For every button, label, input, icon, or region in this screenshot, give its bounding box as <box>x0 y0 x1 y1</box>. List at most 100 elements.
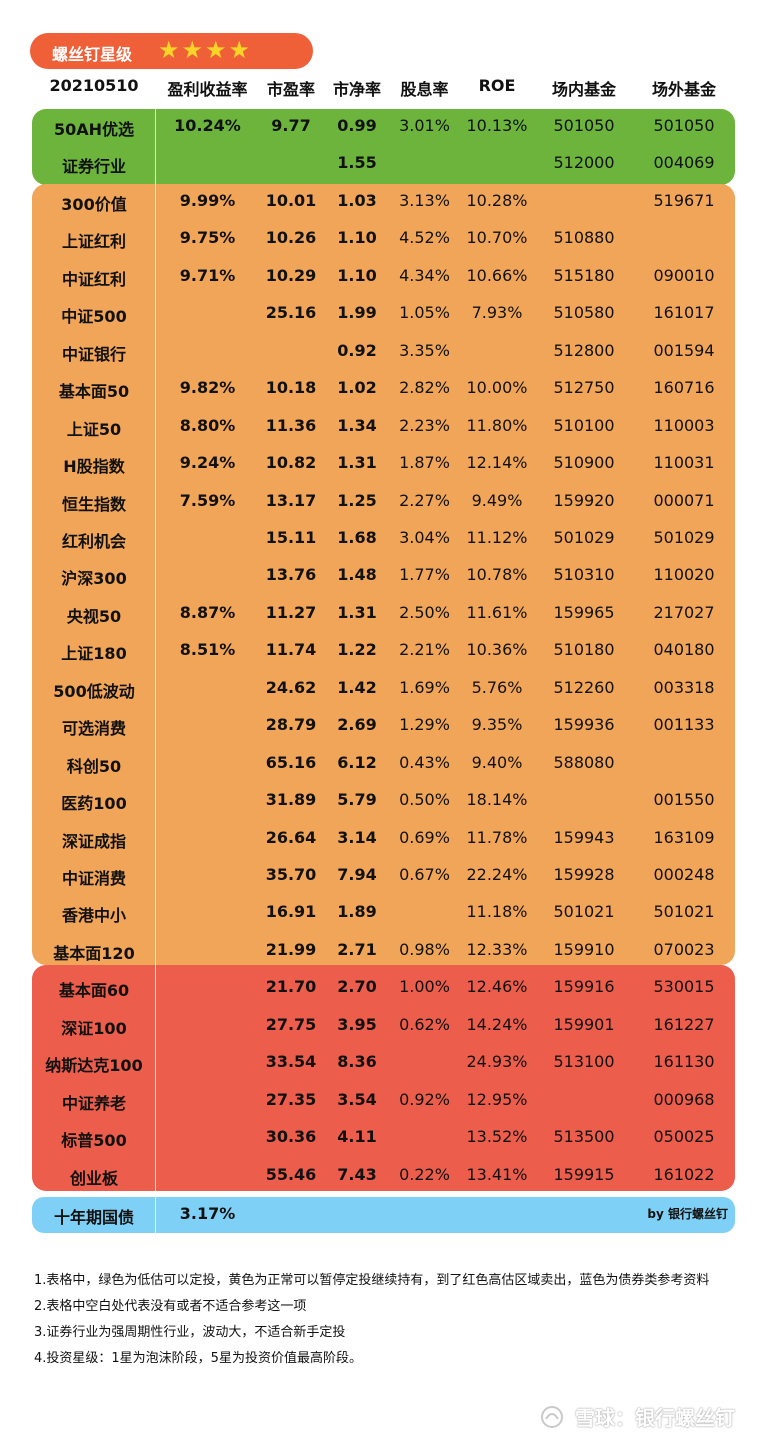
dividend-yield: 1.87% <box>399 453 450 473</box>
table-row: 深证成指 26.64 3.14 0.69% 11.78% 159943 163109 <box>0 821 778 857</box>
dividend-yield: 3.13% <box>399 190 450 210</box>
dividend-yield: 0.67% <box>399 865 450 884</box>
pb-ratio: 2.69 <box>337 715 377 735</box>
dividend-yield: 1.77% <box>399 565 450 585</box>
roe: 10.28% <box>466 190 528 210</box>
table-row: 上证50 8.80% 11.36 1.34 2.23% 11.80% 510100 11000… <box>0 409 778 445</box>
offsite-fund-code: 110020 <box>653 565 715 585</box>
index-name: 上证180 <box>61 644 127 664</box>
table-row: 基本面120 21.99 2.71 0.98% 12.33% 159910 070023 <box>0 933 778 969</box>
index-name: 中证消费 <box>61 869 126 888</box>
roe: 11.80% <box>466 415 528 435</box>
table-row: 基本面60 21.70 2.70 1.00% 12.46% 159916 530015 <box>0 970 778 1006</box>
dividend-yield: 0.98% <box>399 939 450 959</box>
index-name: 上证红利 <box>61 232 126 252</box>
roe: 9.35% <box>471 715 523 735</box>
roe: 14.24% <box>466 1014 528 1034</box>
index-name: 纳斯达克100 <box>45 1056 143 1076</box>
table-row: 上证红利 9.75% 10.26 1.10 4.52% 10.70% 510880 <box>0 221 778 257</box>
pe-ratio: 55.46 <box>265 1164 317 1184</box>
dividend-yield: 2.27% <box>399 490 450 510</box>
pe-ratio: 10.26 <box>265 228 317 248</box>
header-dividend: 股息率 <box>400 80 449 99</box>
onsite-fund-code: 512260 <box>553 677 615 697</box>
onsite-fund-code: 510900 <box>553 453 615 473</box>
dividend-yield: 2.82% <box>399 378 450 398</box>
offsite-fund-code: 001133 <box>653 715 715 735</box>
roe: 18.14% <box>466 790 528 810</box>
pb-ratio: 1.48 <box>337 565 377 585</box>
pb-ratio: 1.10 <box>337 228 377 248</box>
roe: 10.36% <box>466 640 528 660</box>
pe-ratio: 9.77 <box>271 116 311 135</box>
earnings-yield: 8.87% <box>179 602 236 622</box>
pe-ratio: 33.54 <box>265 1052 317 1072</box>
earnings-yield: 7.59% <box>179 490 236 510</box>
offsite-fund-code: 050025 <box>653 1127 715 1147</box>
pb-ratio: 1.55 <box>337 153 377 173</box>
note-3: 3.证券行业为强周期性行业，波动大，不适合新手定投 <box>34 1325 346 1340</box>
onsite-fund-code: 510100 <box>553 415 615 435</box>
index-name: 基本面50 <box>58 382 130 402</box>
pe-ratio: 21.70 <box>265 977 317 997</box>
table-row: 证券行业 1.55 512000 004069 <box>0 146 778 182</box>
roe: 10.70% <box>466 228 528 248</box>
index-name: 基本面60 <box>58 981 130 1001</box>
dividend-yield: 4.34% <box>399 265 450 285</box>
earnings-yield: 9.75% <box>179 228 236 248</box>
pb-ratio: 0.92 <box>337 340 377 360</box>
pb-ratio: 6.12 <box>337 752 377 772</box>
table-row: 50AH优选 10.24% 9.77 0.99 3.01% 10.13% 501050 501… <box>0 109 778 145</box>
index-name: 50AH优选 <box>53 120 135 139</box>
roe: 9.40% <box>471 752 523 772</box>
offsite-fund-code: 163109 <box>653 827 715 847</box>
dividend-yield: 2.21% <box>399 640 450 660</box>
index-name: 300价值 <box>61 194 127 214</box>
dividend-yield: 0.22% <box>399 1164 450 1184</box>
offsite-fund-code: 161022 <box>653 1164 715 1184</box>
dividend-yield: 0.62% <box>399 1014 450 1034</box>
onsite-fund-code: 501021 <box>553 902 615 922</box>
snowball-logo-icon <box>540 1405 564 1434</box>
offsite-fund-code: 000968 <box>653 1089 715 1109</box>
offsite-fund-code: 501050 <box>653 116 715 135</box>
onsite-fund-code: 588080 <box>553 752 615 772</box>
table-row: 基本面50 9.82% 10.18 1.02 2.82% 10.00% 512750 1607… <box>0 371 778 407</box>
band-overvalued <box>32 965 735 1191</box>
offsite-fund-code: 003318 <box>653 677 715 697</box>
offsite-fund-code: 160716 <box>653 378 715 398</box>
index-name: 香港中小 <box>61 906 126 926</box>
index-name: 央视50 <box>66 606 122 626</box>
roe: 22.24% <box>466 865 528 884</box>
star-icons: ★★★★ <box>158 36 253 64</box>
earnings-yield: 9.99% <box>179 190 236 210</box>
bond-yield: 3.17% <box>179 1204 236 1223</box>
dividend-yield: 0.43% <box>399 752 450 772</box>
pb-ratio: 1.02 <box>337 378 377 398</box>
index-name: 500低波动 <box>53 681 135 701</box>
header-date: 20210510 <box>49 76 139 95</box>
index-name: 基本面120 <box>53 943 135 963</box>
roe: 24.93% <box>466 1052 528 1072</box>
roe: 11.12% <box>466 527 528 547</box>
bond-name: 十年期国债 <box>53 1208 134 1227</box>
pe-ratio: 27.75 <box>265 1014 317 1034</box>
index-name: 红利机会 <box>61 531 126 551</box>
table-row: 央视50 8.87% 11.27 1.31 2.50% 11.61% 159965 21702… <box>0 596 778 632</box>
byline: by 银行螺丝钉 <box>647 1207 728 1221</box>
pb-ratio: 7.94 <box>337 865 377 884</box>
header-offsite: 场外基金 <box>651 80 716 99</box>
offsite-fund-code: 110003 <box>653 415 715 435</box>
dividend-yield: 0.92% <box>399 1089 450 1109</box>
index-name: 可选消费 <box>61 719 126 739</box>
pe-ratio: 10.01 <box>265 190 317 210</box>
onsite-fund-code: 501050 <box>553 116 615 135</box>
pe-ratio: 65.16 <box>265 752 317 772</box>
offsite-fund-code: 110031 <box>653 453 715 473</box>
table-row: 中证养老 27.35 3.54 0.92% 12.95% 000968 <box>0 1083 778 1119</box>
note-2: 2.表格中空白处代表没有或者不适合参考这一项 <box>34 1299 307 1314</box>
pb-ratio: 1.03 <box>337 190 377 210</box>
roe: 10.13% <box>466 116 528 135</box>
dividend-yield: 1.29% <box>399 715 450 735</box>
band-bond <box>32 1197 735 1233</box>
